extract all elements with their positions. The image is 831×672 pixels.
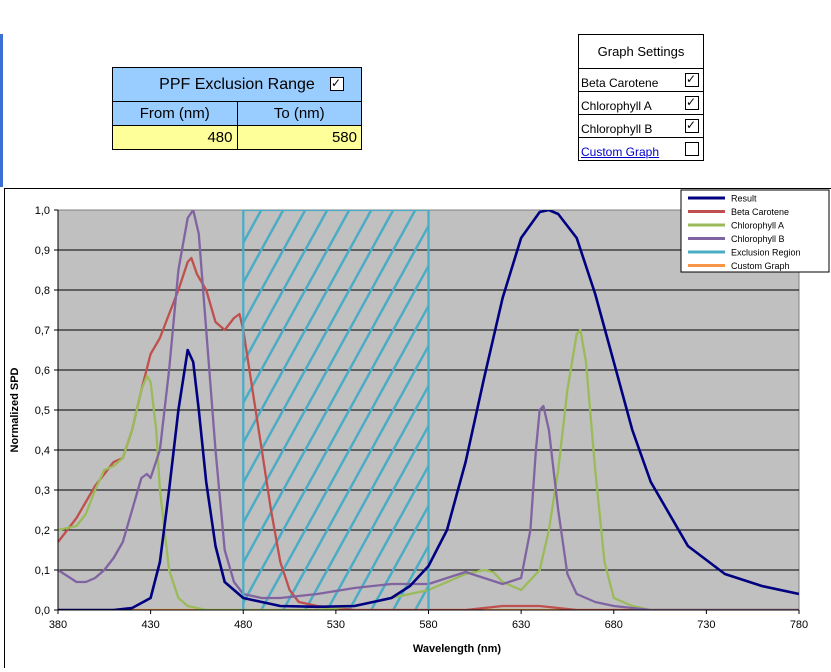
y-tick-label: 0,1 xyxy=(35,565,50,577)
y-axis-label: Normalized SPD xyxy=(9,367,21,452)
setting-chlorophyll-b: Chlorophyll B xyxy=(579,115,703,138)
ppf-exclusion-panel: PPF Exclusion Range From (nm) To (nm) 48… xyxy=(112,67,362,150)
legend: Result Beta Carotene Chlorophyll A Chloroph… xyxy=(680,189,830,273)
graph-settings-title: Graph Settings xyxy=(579,35,703,69)
x-tick-label: 430 xyxy=(141,619,159,631)
hatch-lines xyxy=(243,210,429,610)
hatch-line xyxy=(243,210,373,446)
from-input[interactable]: 480 xyxy=(113,126,237,149)
y-tick-label: 0,9 xyxy=(35,245,50,257)
hatch-line xyxy=(260,303,429,610)
chart-area: 0,0 0,1 0,2 0,3 0,4 0,5 0,6 0,7 0,8 0,9 1,0 380 430 4… xyxy=(4,188,831,668)
y-tick-label: 0,8 xyxy=(35,285,50,297)
ppf-value-row: 480 580 xyxy=(113,126,361,149)
setting-chlorophyll-a: Chlorophyll A xyxy=(579,92,703,115)
exclusion-hatch xyxy=(243,210,429,610)
x-tick-label: 530 xyxy=(327,619,345,631)
y-tick-label: 0,7 xyxy=(35,325,50,337)
custom-graph-checkbox[interactable] xyxy=(685,142,699,156)
y-tick-label: 0,5 xyxy=(35,405,50,417)
beta-carotene-checkbox[interactable] xyxy=(685,71,699,87)
series-line xyxy=(242,210,430,610)
legend-entry: Result xyxy=(731,194,757,204)
y-tick-label: 0,6 xyxy=(35,365,50,377)
series-lines xyxy=(58,210,799,610)
hatch-line xyxy=(243,210,351,406)
x-tick-label: 580 xyxy=(419,619,437,631)
ppf-enable-checkbox[interactable] xyxy=(330,75,344,91)
y-tick-label: 1,0 xyxy=(35,205,50,217)
y-tick-label: 0,4 xyxy=(35,445,50,457)
y-tick-label: 0,0 xyxy=(35,605,50,617)
left-strip xyxy=(0,34,3,67)
setting-custom-graph: Custom Graph xyxy=(579,138,703,160)
x-tick-label: 680 xyxy=(605,619,623,631)
graph-settings-panel: Graph Settings Beta Carotene Chlorophyll… xyxy=(578,34,704,161)
x-tick-label: 630 xyxy=(512,619,530,631)
hatch-line xyxy=(348,463,429,610)
legend-entry: Custom Graph xyxy=(731,261,790,271)
y-tick-label: 0,2 xyxy=(35,525,50,537)
series-line xyxy=(58,210,799,610)
chlorophyll-b-checkbox[interactable] xyxy=(685,117,699,133)
legend-box xyxy=(680,189,830,273)
setting-label: Chlorophyll A xyxy=(581,99,652,113)
x-tick-label: 780 xyxy=(790,619,808,631)
hatch-line xyxy=(243,210,329,366)
setting-label: Chlorophyll B xyxy=(581,122,653,136)
hatch-line xyxy=(243,210,285,286)
series-line xyxy=(58,256,799,610)
legend-entry: Exclusion Region xyxy=(731,248,801,258)
legend-entry: Chlorophyll B xyxy=(731,234,785,244)
custom-graph-link[interactable]: Custom Graph xyxy=(581,145,660,159)
hatch-line xyxy=(304,383,429,610)
ppf-title: PPF Exclusion Range xyxy=(159,76,315,93)
legend-entry: Chlorophyll A xyxy=(731,221,784,231)
hatch-line xyxy=(370,503,429,610)
to-label: To (nm) xyxy=(236,102,361,125)
chlorophyll-a-checkbox[interactable] xyxy=(685,94,699,110)
hatch-line xyxy=(243,210,417,526)
hatch-line xyxy=(282,343,429,610)
x-tick-label: 480 xyxy=(234,619,252,631)
left-strip xyxy=(0,67,3,187)
ppf-label-row: From (nm) To (nm) xyxy=(113,102,361,126)
legend-entry: Beta Carotene xyxy=(731,207,789,217)
hatch-line xyxy=(243,210,395,486)
x-axis-label: Wavelength (nm) xyxy=(413,643,502,655)
ppf-header: PPF Exclusion Range xyxy=(113,68,361,102)
setting-beta-carotene: Beta Carotene xyxy=(579,69,703,92)
from-label: From (nm) xyxy=(113,102,237,125)
x-tick-label: 730 xyxy=(697,619,715,631)
setting-label: Beta Carotene xyxy=(581,76,659,90)
hatch-line xyxy=(326,423,429,610)
y-tick-label: 0,3 xyxy=(35,485,50,497)
hatch-line xyxy=(243,223,429,566)
spd-chart: 0,0 0,1 0,2 0,3 0,4 0,5 0,6 0,7 0,8 0,9 1,0 380 430 4… xyxy=(9,189,830,655)
series-line xyxy=(58,210,799,610)
to-input[interactable]: 580 xyxy=(236,126,361,149)
hatch-line xyxy=(243,210,307,326)
axes: 0,0 0,1 0,2 0,3 0,4 0,5 0,6 0,7 0,8 0,9 1,0 380 430 4… xyxy=(35,205,808,631)
x-tick-label: 380 xyxy=(49,619,67,631)
